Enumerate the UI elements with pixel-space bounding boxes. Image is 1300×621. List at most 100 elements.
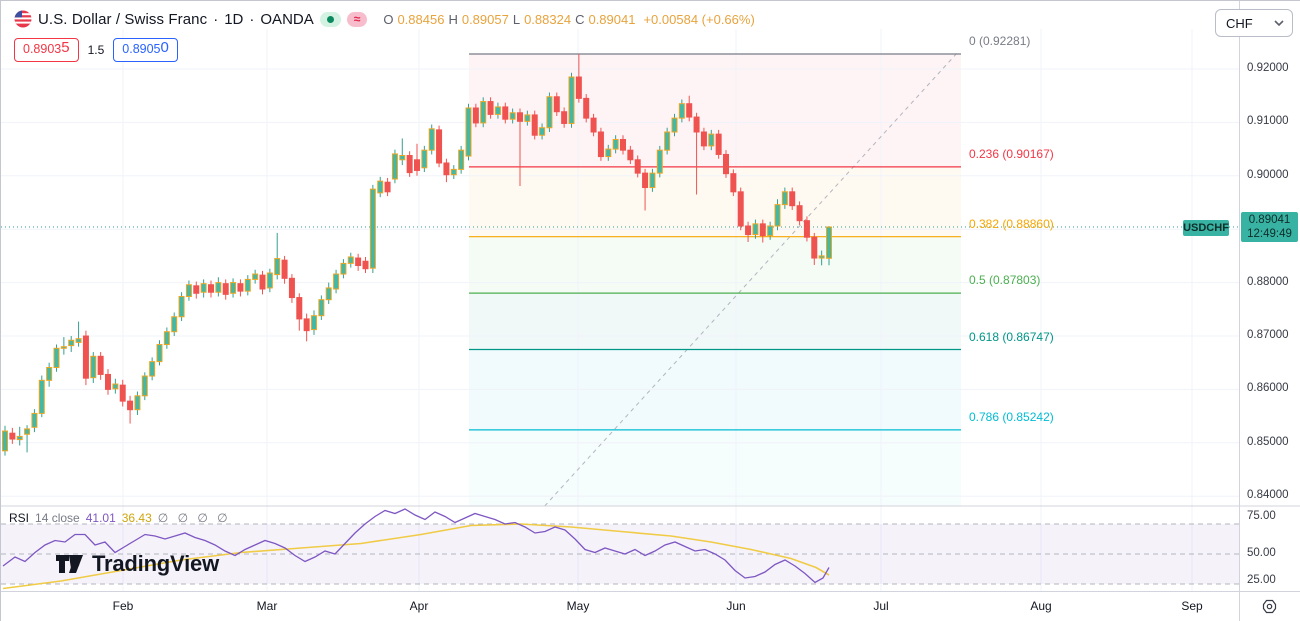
price-axis-tick[interactable]: 0.91000	[1247, 115, 1289, 128]
candle-body	[369, 188, 376, 269]
close-label: C	[575, 11, 585, 27]
fib-band	[469, 236, 961, 294]
candle-body	[178, 295, 185, 318]
rsi-legend[interactable]: RSI 14 close 41.01 36.43 ∅ ∅ ∅ ∅	[9, 511, 231, 525]
fib-level-label[interactable]: 0.5 (0.87803)	[969, 273, 1041, 288]
candle-body	[105, 373, 111, 390]
candle-body	[531, 114, 538, 136]
price-flag-symbol: USDCHF	[1183, 222, 1229, 234]
candle-body	[68, 339, 75, 347]
rsi-title[interactable]: RSI	[9, 511, 30, 525]
candle-body	[737, 191, 744, 227]
sell-button[interactable]: 0.8903 5	[14, 38, 79, 62]
price-axis-tick[interactable]: 0.90000	[1247, 168, 1289, 181]
candle-body	[9, 432, 16, 440]
time-axis-month[interactable]: Mar	[256, 599, 278, 613]
symbol-header: U.S. Dollar / Swiss Franc · 1D · OANDA ≈…	[14, 10, 755, 28]
candle-body	[781, 191, 788, 206]
candle-body	[789, 191, 796, 207]
fib-level-label[interactable]: 0 (0.92281)	[969, 33, 1031, 48]
symbol-title[interactable]: U.S. Dollar / Swiss Franc	[38, 10, 208, 28]
rsi-axis-tick[interactable]: 25.00	[1247, 574, 1276, 586]
market-status-badge[interactable]	[319, 11, 341, 27]
candle-body	[208, 284, 214, 293]
candle-body	[642, 172, 649, 189]
time-axis-month[interactable]: Aug	[1030, 599, 1052, 613]
candle-body	[752, 223, 759, 236]
candle-body	[428, 128, 435, 151]
time-axis-month[interactable]: Jul	[873, 599, 889, 613]
fib-level-label[interactable]: 0.236 (0.90167)	[969, 146, 1054, 161]
time-axis-bg[interactable]	[1, 592, 1300, 621]
fib-trend-line[interactable]	[544, 51, 959, 507]
time-axis-month[interactable]: Feb	[112, 599, 134, 613]
candle-body	[597, 131, 604, 158]
exchange-label[interactable]: OANDA	[260, 10, 314, 28]
separator-dot: ·	[249, 10, 255, 28]
candle-body	[399, 155, 406, 161]
tradingview-logo[interactable]: TradingView	[55, 551, 219, 577]
candle-body	[266, 272, 273, 289]
candle-body	[774, 204, 781, 227]
candle-body	[355, 257, 362, 267]
candle-body	[539, 127, 546, 136]
candle-body	[274, 258, 281, 276]
rsi-axis-tick[interactable]: 75.00	[1247, 509, 1276, 522]
candle-body	[575, 76, 582, 99]
interval-label[interactable]: 1D	[224, 10, 244, 28]
candle-body	[97, 355, 104, 375]
candle-body	[443, 162, 450, 176]
last-price-badge: 0.89041 12:49:49	[1241, 212, 1298, 242]
rsi-ma-line	[2, 523, 830, 590]
currency-dropdown[interactable]: CHF	[1215, 9, 1293, 37]
fib-level-label[interactable]: 0.786 (0.85242)	[969, 409, 1054, 424]
time-axis-month[interactable]: May	[566, 599, 590, 613]
time-axis-month[interactable]: Sep	[1181, 599, 1203, 613]
buy-button[interactable]: 0.8905 0	[113, 38, 178, 62]
candle-body	[244, 278, 251, 292]
price-axis-tick[interactable]: 0.87000	[1247, 329, 1289, 341]
time-axis-month[interactable]: Jun	[726, 599, 746, 613]
price-axis-bg[interactable]	[1240, 1, 1300, 621]
candle-body	[377, 180, 384, 194]
price-axis-tick[interactable]: 0.84000	[1247, 489, 1289, 502]
candle-body	[296, 297, 303, 320]
rsi-empty-values: ∅ ∅ ∅ ∅	[157, 511, 231, 525]
price-axis-tick[interactable]: 0.85000	[1247, 435, 1289, 448]
price-axis-tick[interactable]: 0.88000	[1247, 275, 1289, 288]
change-value: +0.00584 (+0.66%)	[643, 11, 755, 27]
fib-level-label[interactable]: 0.382 (0.88860)	[969, 216, 1054, 231]
bar-countdown: 12:49:49	[1247, 228, 1292, 240]
last-price-value: 0.89041	[1248, 214, 1291, 226]
rsi-axis-tick[interactable]: 50.00	[1247, 547, 1276, 559]
fib-band	[469, 293, 961, 350]
approx-data-badge[interactable]: ≈	[346, 11, 368, 27]
candle-body	[46, 367, 53, 381]
candle-body	[465, 107, 472, 157]
candle-body	[112, 383, 119, 390]
high-label: H	[448, 11, 458, 27]
high-value: 0.89057	[461, 11, 509, 27]
candle-body	[678, 103, 685, 119]
candle-body	[811, 236, 818, 259]
candle-body	[649, 172, 656, 189]
fib-level-label[interactable]: 0.618 (0.86747)	[969, 329, 1054, 344]
separator-dot: ·	[213, 10, 219, 28]
bid-ask-row: 0.8903 5 1.5 0.8905 0	[14, 38, 178, 62]
candle-body	[553, 96, 560, 113]
close-value: 0.89041	[588, 11, 636, 27]
price-axis-tick[interactable]: 0.92000	[1247, 62, 1289, 74]
ask-price: 0.8905	[122, 42, 161, 56]
time-axis-month[interactable]: Apr	[409, 599, 429, 613]
candle-body	[700, 131, 707, 147]
price-axis-tick[interactable]: 0.86000	[1247, 382, 1289, 395]
axis-settings-icon	[1262, 599, 1277, 613]
candle-body	[590, 117, 597, 133]
usd-flag-icon	[14, 10, 32, 28]
candle-body	[708, 133, 715, 147]
axis-settings-corner[interactable]	[1240, 592, 1299, 620]
candle-body	[333, 273, 340, 290]
symbol-price-flag[interactable]: USDCHF	[1183, 220, 1229, 236]
